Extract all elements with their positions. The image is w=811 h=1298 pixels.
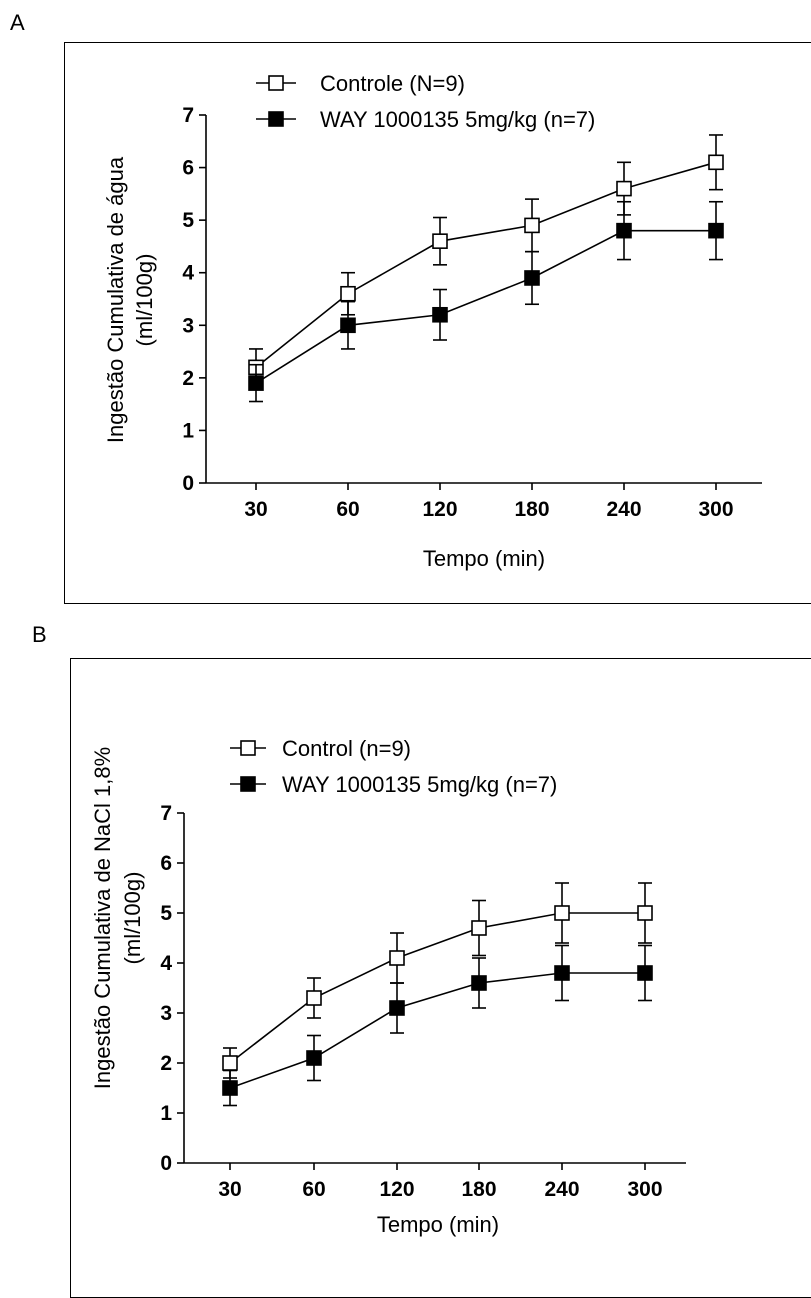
chart-a-series2-line <box>255 229 716 384</box>
chart-b-series1-point <box>306 990 322 1006</box>
chart-a-series1-point <box>432 233 448 249</box>
chart-b-ytick-label: 5 <box>160 902 172 925</box>
chart-a-series2-point <box>248 375 264 391</box>
chart-a-xtick-label: 300 <box>698 498 733 521</box>
chart-b-ylabel-line2: (ml/100g) <box>120 872 145 965</box>
chart-b-ytick-label: 4 <box>160 952 172 975</box>
legend-a-series1-label: Controle (N=9) <box>320 71 465 96</box>
panel-b-letter: B <box>32 622 47 647</box>
chart-a-series2-point <box>340 317 356 334</box>
chart-a-series2-point <box>432 306 448 323</box>
legend-b-series2-marker <box>240 776 256 792</box>
chart-a-legend: Controle (N=9) WAY 1000135 5mg/kg (n=7) <box>256 71 595 132</box>
chart-a-ytick-label: 2 <box>182 367 194 390</box>
chart-a-ytick-label: 3 <box>182 314 194 337</box>
chart-a-ytick-label: 1 <box>182 419 194 442</box>
panel-a-letter: A <box>10 10 25 35</box>
chart-b-ytick-label: 3 <box>160 1002 172 1025</box>
legend-a-series1-marker <box>268 75 284 91</box>
chart-b-series1-point <box>471 920 487 936</box>
chart-b-ytick-label: 2 <box>160 1052 172 1075</box>
chart-a-ytick-label: 4 <box>182 262 194 285</box>
chart-a-series1-line <box>255 161 717 368</box>
chart-a-ytick-label: 5 <box>182 209 194 232</box>
chart-a-ytick-label: 7 <box>182 104 194 127</box>
chart-b-legend: Control (n=9) WAY 1000135 5mg/kg (n=7) <box>230 736 557 797</box>
chart-b-series2-point <box>389 1000 405 1016</box>
chart-b-series1-point <box>637 905 653 921</box>
chart-b-series1-line <box>229 912 645 1064</box>
chart-b-series2-point <box>306 1050 322 1066</box>
chart-a-series1-point <box>340 285 356 302</box>
legend-b-series1-marker <box>240 740 256 756</box>
chart-b-ytick-label: 6 <box>160 852 172 875</box>
chart-b-series1-point <box>554 905 570 921</box>
chart-b-series2-point <box>637 965 653 981</box>
legend-b-series2-label: WAY 1000135 5mg/kg (n=7) <box>282 772 557 797</box>
chart-a-ytick-label: 6 <box>182 157 194 180</box>
chart-a-series2-point <box>616 222 632 239</box>
chart-b-ytick-label: 7 <box>160 802 172 825</box>
chart-b-xtick-label: 180 <box>461 1178 496 1201</box>
chart-b-ytick-label: 0 <box>160 1152 172 1175</box>
chart-a-xtick-label: 180 <box>514 498 549 521</box>
chart-a-xlabel: Tempo (min) <box>423 546 545 571</box>
chart-a-xtick-label: 120 <box>422 498 457 521</box>
chart-b-series2-point <box>554 965 570 981</box>
legend-a-series2-marker <box>268 111 284 127</box>
chart-b-xtick-label: 120 <box>379 1178 414 1201</box>
chart-a-ylabel-line2: (ml/100g) <box>132 254 157 347</box>
chart-b-ytick-label: 1 <box>160 1102 172 1125</box>
chart-b-series1-point <box>389 950 405 966</box>
chart-a-ytick-label: 0 <box>182 472 194 495</box>
chart-b-xtick-label: 300 <box>627 1178 662 1201</box>
chart-a-series1-point <box>524 217 540 234</box>
chart-b-series1-point <box>222 1055 238 1071</box>
legend-b-series1-label: Control (n=9) <box>282 736 411 761</box>
chart-a-series1-point <box>708 154 724 171</box>
chart-a-series1-point <box>616 180 632 197</box>
chart-b-xtick-label: 60 <box>302 1178 325 1201</box>
chart-b-series2-line <box>229 972 645 1089</box>
panel-a-frame <box>64 42 811 604</box>
chart-a-xtick-label: 60 <box>336 498 359 521</box>
chart-b-series2-point <box>471 975 487 991</box>
chart-b-ylabel-line1: Ingestão Cumulativa de NaCl 1,8% <box>90 747 115 1089</box>
chart-b-xtick-label: 30 <box>218 1178 241 1201</box>
chart-a-ylabel-line1: Ingestão Cumulativa de água <box>103 156 128 443</box>
legend-a-series2-label: WAY 1000135 5mg/kg (n=7) <box>320 107 595 132</box>
chart-a-series2-point <box>708 222 724 239</box>
chart-b-series2-point <box>222 1080 238 1096</box>
chart-b-xlabel: Tempo (min) <box>377 1212 499 1237</box>
chart-a-xtick-label: 30 <box>244 498 267 521</box>
chart-a-series2-point <box>524 270 540 286</box>
chart-b-xtick-label: 240 <box>544 1178 579 1201</box>
chart-a-xtick-label: 240 <box>606 498 641 521</box>
